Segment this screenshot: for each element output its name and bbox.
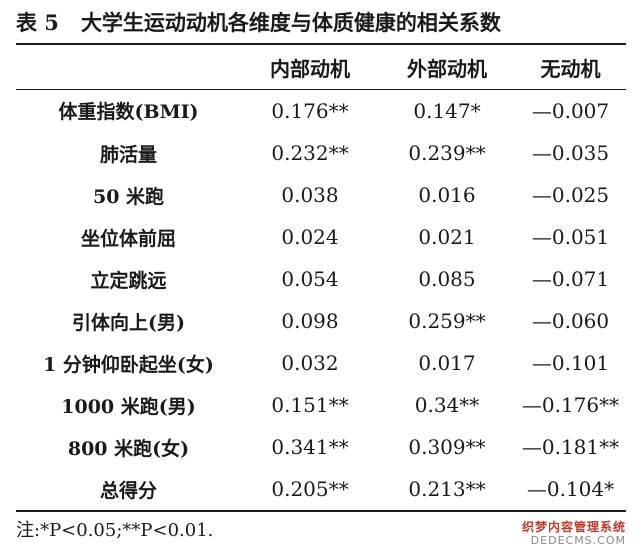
data-cell: 0.309**	[408, 435, 486, 459]
table-row: 肺活量 0.232** 0.239** —0.035	[16, 132, 626, 174]
data-cell: 0.021	[418, 225, 476, 249]
table-caption: 表 5 大学生运动动机各维度与体质健康的相关系数	[16, 6, 626, 40]
table-row: 1 分钟仰卧起坐(女) 0.032 0.017 —0.101	[16, 342, 626, 384]
data-cell: —0.025	[531, 183, 610, 207]
data-cell: —0.176**	[521, 393, 620, 417]
table-row: 总得分 0.205** 0.213** —0.104*	[16, 468, 626, 510]
table-row: 坐位体前屈 0.024 0.021 —0.051	[16, 216, 626, 258]
row-label: 体重指数(BMI)	[58, 101, 199, 123]
data-cell: —0.104*	[526, 477, 615, 501]
row-label: 总得分	[99, 479, 157, 502]
data-cell: 0.176**	[271, 98, 349, 123]
data-cell: 0.205**	[271, 477, 349, 501]
correlation-table: 内部动机 外部动机 无动机 体重指数(BMI) 0.176** 0.147* —0.0…	[16, 46, 626, 510]
data-cell: 0.054	[281, 267, 339, 291]
row-label: 800 米跑(女)	[67, 437, 190, 460]
header-rule	[16, 89, 626, 90]
top-rule	[16, 43, 626, 45]
data-cell: 0.017	[418, 351, 476, 375]
row-label: 坐位体前屈	[80, 227, 176, 250]
table-row: 1000 米跑(男) 0.151** 0.34** —0.176**	[16, 384, 626, 426]
data-cell: 0.341**	[271, 435, 349, 459]
row-label: 1 分钟仰卧起坐(女)	[43, 353, 214, 376]
table-number: 表 5	[16, 10, 59, 35]
table-row: 引体向上(男) 0.098 0.259** —0.060	[16, 300, 626, 342]
header-cell-amotivation: 无动机	[540, 57, 601, 81]
header-cell-empty	[16, 46, 241, 89]
data-cell: —0.101	[531, 351, 610, 375]
data-cell: 0.213**	[408, 477, 486, 501]
data-cell: 0.239**	[408, 141, 486, 165]
table-row: 50 米跑 0.038 0.016 —0.025	[16, 174, 626, 216]
data-cell: 0.151**	[271, 393, 349, 417]
table-row: 体重指数(BMI) 0.176** 0.147* —0.007	[16, 89, 626, 132]
header-cell-extrinsic: 外部动机	[407, 57, 487, 81]
row-label: 肺活量	[99, 143, 157, 166]
watermark-text: 织梦内容管理系统	[521, 520, 626, 534]
table-note: 注:*P<0.05;**P<0.01.	[16, 520, 214, 541]
data-cell: 0.032	[281, 351, 339, 375]
header-cell-intrinsic: 内部动机	[270, 57, 350, 81]
row-label: 引体向上(男)	[72, 311, 185, 334]
table-row: 立定跳远 0.054 0.085 —0.071	[16, 258, 626, 300]
data-cell: 0.232**	[271, 141, 349, 165]
row-label: 50 米跑	[92, 185, 165, 208]
data-cell: 0.098	[281, 309, 339, 333]
row-label: 1000 米跑(男)	[61, 395, 196, 418]
data-cell: —0.035	[531, 141, 610, 165]
data-cell: 0.016	[418, 183, 476, 207]
watermark-domain: DEDECMS.COM	[530, 534, 626, 547]
bottom-rule	[16, 510, 626, 512]
data-cell: 0.147*	[413, 98, 481, 123]
data-cell: 0.024	[281, 225, 339, 249]
watermark-logo: 织梦内容管理系统 DEDECMS.COM	[522, 520, 626, 548]
data-cell: —0.071	[531, 267, 610, 291]
data-cell: 0.34**	[414, 393, 480, 417]
data-cell: 0.038	[281, 183, 339, 207]
table-title: 大学生运动动机各维度与体质健康的相关系数	[80, 10, 501, 35]
table-header-row: 内部动机 外部动机 无动机	[16, 46, 626, 89]
data-cell: —0.060	[531, 309, 610, 333]
table-row: 800 米跑(女) 0.341** 0.309** —0.181**	[16, 426, 626, 468]
data-cell: —0.007	[531, 98, 610, 123]
table-body: 体重指数(BMI) 0.176** 0.147* —0.007 肺活量 0.232** 0.…	[16, 89, 626, 510]
data-cell: —0.051	[531, 225, 610, 249]
data-cell: 0.259**	[408, 309, 486, 333]
data-cell: 0.085	[418, 267, 476, 291]
data-cell: —0.181**	[521, 435, 620, 459]
row-label: 立定跳远	[90, 269, 167, 292]
